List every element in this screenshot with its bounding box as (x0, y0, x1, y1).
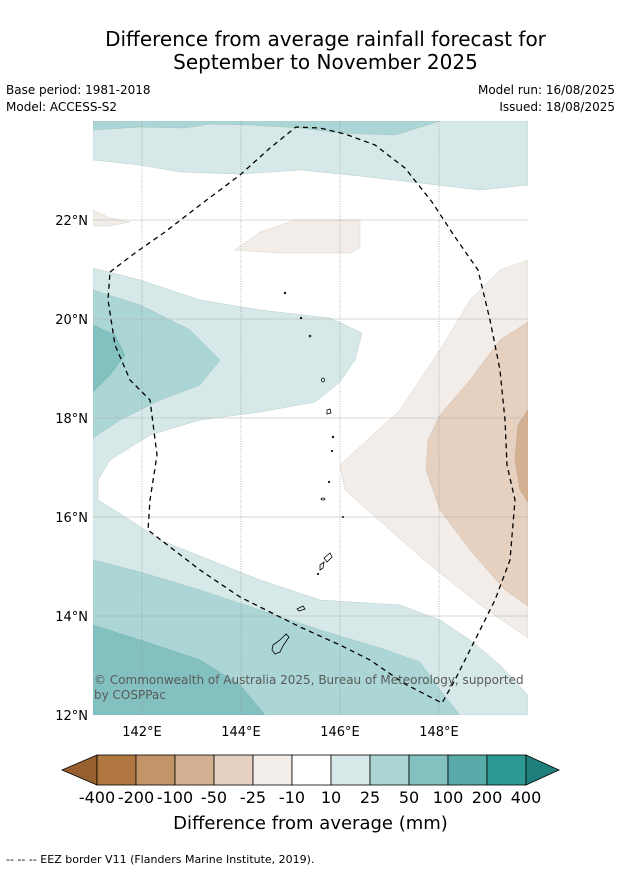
colorbar-tick-label: -200 (118, 788, 154, 807)
lat-label-18n: 18°N (55, 412, 88, 427)
islands (271, 291, 344, 655)
colorbar-extend-high (525, 754, 560, 786)
dry-patch-west (93, 209, 131, 227)
colorbar-label: Difference from average (mm) (173, 813, 448, 834)
lat-label-16n: 16°N (55, 511, 88, 526)
lon-label-146e: 146°E (320, 725, 360, 740)
map-title: Difference from average rainfall forecas… (0, 28, 621, 74)
lat-labels: 22°N 20°N 18°N 16°N 14°N 12°N (55, 214, 88, 724)
colorbar-tick-label: 200 (472, 788, 503, 807)
colorbar-tick-label: -100 (157, 788, 193, 807)
title-line-1: Difference from average rainfall forecas… (105, 27, 546, 51)
colorbar-swatch (486, 754, 527, 786)
colorbar-swatch (96, 754, 137, 786)
colorbar-swatch (174, 754, 215, 786)
colorbar-swatch (135, 754, 176, 786)
colorbar-tick-label: 10 (321, 788, 341, 807)
teal-tongue-mid (93, 289, 221, 439)
lat-label-22n: 22°N (55, 214, 88, 229)
dry-patch-north (234, 219, 361, 254)
meta-left: Base period: 1981-2018 Model: ACCESS-S2 (6, 82, 151, 116)
colorbar-swatch (252, 754, 293, 786)
eez-footnote: -- -- -- EEZ border V11 (Flanders Marine… (6, 853, 315, 866)
teal-band-top (93, 121, 528, 191)
colorbar-swatch (447, 754, 488, 786)
teal-tongue-core (93, 324, 126, 393)
model-name: Model: ACCESS-S2 (6, 100, 118, 114)
forecast-field: © Commonwealth of Australia 2025, Bureau… (93, 121, 528, 715)
colorbar-swatch (291, 754, 332, 786)
colorbar-tick-label: 400 (511, 788, 542, 807)
teal-band-south-core (93, 624, 266, 715)
lat-label-20n: 20°N (55, 313, 88, 328)
colorbar-swatch (330, 754, 371, 786)
lon-labels: 142°E 144°E 146°E 148°E (122, 725, 459, 740)
lon-label-148e: 148°E (419, 725, 459, 740)
copyright-line-2: by COSPPac (94, 688, 166, 702)
meta-right: Model run: 16/08/2025 Issued: 18/08/2025 (478, 82, 615, 116)
colorbar-tick-label: 100 (433, 788, 464, 807)
colorbar-tick-label: -10 (279, 788, 305, 807)
colorbar-tick-label: -400 (79, 788, 115, 807)
eez-border (107, 126, 516, 704)
teal-band-top-mid (93, 121, 441, 136)
colorbar: -400 -200 -100 -50 -25 -10 10 25 50 100 200 400 (60, 754, 560, 807)
colorbar-tick-label: 50 (399, 788, 419, 807)
lat-label-12n: 12°N (55, 709, 88, 724)
colorbar-swatch (213, 754, 254, 786)
colorbar-swatch (369, 754, 410, 786)
model-run: Model run: 16/08/2025 (477, 83, 615, 97)
colorbar-tick-label: -50 (201, 788, 227, 807)
copyright-line-1: © Commonwealth of Australia 2025, Bureau… (94, 673, 524, 687)
colorbar-tick-label: -25 (240, 788, 266, 807)
base-period: Base period: 1981-2018 (6, 83, 151, 97)
lon-label-144e: 144°E (221, 725, 261, 740)
colorbar-extend-low (60, 754, 98, 786)
dry-region-east-core (514, 409, 528, 503)
lon-label-142e: 142°E (122, 725, 162, 740)
colorbar-tick-label: 25 (360, 788, 380, 807)
graticule-lat (93, 219, 528, 617)
title-line-2: September to November 2025 (173, 50, 478, 74)
issued-date: Issued: 18/08/2025 (499, 100, 615, 114)
colorbar-swatch (408, 754, 449, 786)
lat-label-14n: 14°N (55, 610, 88, 625)
